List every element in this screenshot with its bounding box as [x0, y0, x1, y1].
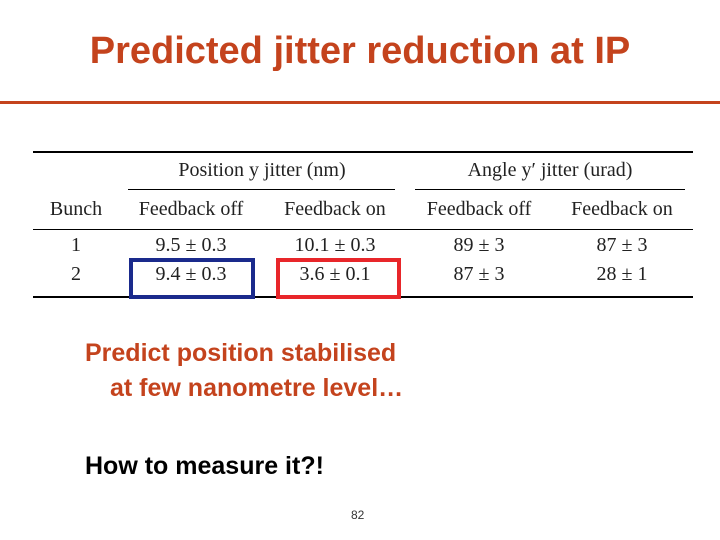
column-header: Feedback off	[138, 198, 244, 220]
group-rule	[415, 189, 685, 190]
table-cell: 1	[71, 234, 81, 256]
body-text: Predict position stabilised	[85, 339, 397, 367]
table-cell: 87 ± 3	[596, 234, 648, 256]
highlight-box	[129, 258, 255, 299]
group-rule	[128, 189, 395, 190]
group-header: Angle y′ jitter (urad)	[467, 159, 633, 181]
highlight-box	[276, 258, 401, 299]
title-rule	[0, 101, 720, 104]
column-header: Feedback off	[426, 198, 532, 220]
group-header: Position y jitter (nm)	[178, 159, 346, 181]
table-cell: 9.4 ± 0.3	[155, 263, 227, 285]
column-header: Feedback on	[571, 198, 673, 220]
table-cell: 87 ± 3	[453, 263, 505, 285]
table-cell: 10.1 ± 0.3	[294, 234, 376, 256]
body-text: How to measure it?!	[85, 452, 324, 480]
column-header: Feedback on	[284, 198, 386, 220]
table-cell: 3.6 ± 0.1	[299, 263, 371, 285]
page-number: 82	[351, 508, 365, 522]
table-cell: 89 ± 3	[453, 234, 505, 256]
table-cell: 9.5 ± 0.3	[155, 234, 227, 256]
table-mid-rule	[33, 229, 693, 230]
column-header: Bunch	[49, 198, 103, 220]
body-text: at few nanometre level…	[110, 374, 404, 402]
table-cell: 2	[71, 263, 81, 285]
table-top-rule	[33, 151, 693, 153]
slide-title: Predicted jitter reduction at IP	[89, 30, 631, 72]
table-cell: 28 ± 1	[596, 263, 648, 285]
